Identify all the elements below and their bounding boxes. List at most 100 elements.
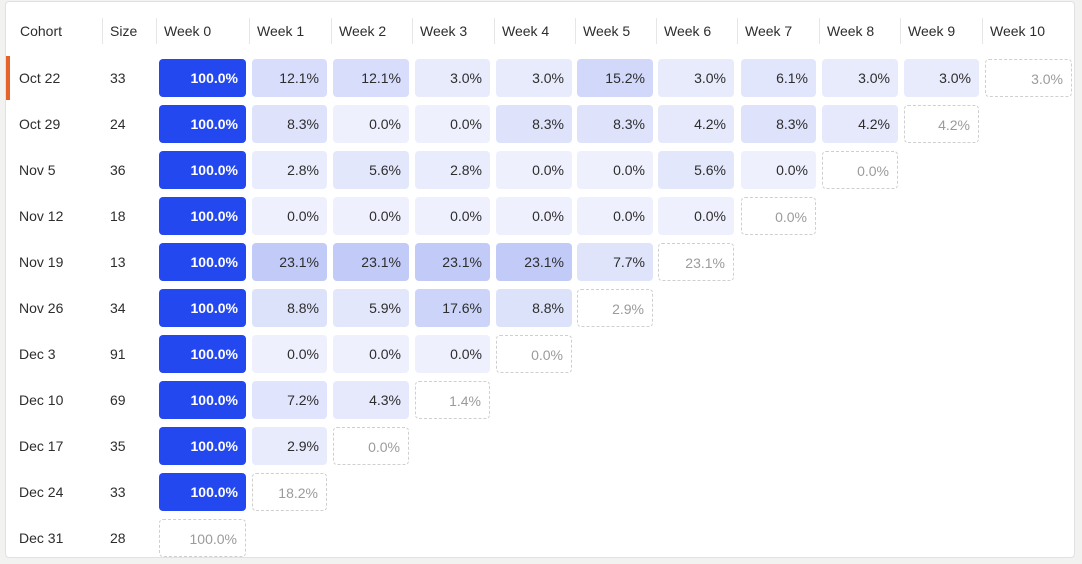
retention-cell-week-7[interactable]: 6.1% <box>741 59 816 97</box>
retention-cell-week-0[interactable]: 100.0% <box>159 427 246 465</box>
table-row[interactable]: Oct 22 33 100.0% 12.1% 12.1% 3.0% 3.0% 15.2% 3.0… <box>6 56 1074 102</box>
retention-cell-week-7[interactable]: 0.0% <box>741 197 816 235</box>
retention-cell-week-0[interactable]: 100.0% <box>159 519 246 557</box>
table-row[interactable]: Oct 29 24 100.0% 8.3% 0.0% 0.0% 8.3% 8.3% 4.2% 8.… <box>6 102 1074 148</box>
table-row[interactable]: Nov 5 36 100.0% 2.8% 5.6% 2.8% 0.0% 0.0% 5.6% 0.0… <box>6 148 1074 194</box>
retention-cell-week-5[interactable]: 7.7% <box>577 243 653 281</box>
cohort-size: 28 <box>110 530 126 546</box>
retention-cell-week-3[interactable]: 2.8% <box>415 151 490 189</box>
cohort-size: 36 <box>110 162 126 178</box>
column-header-week-8[interactable]: Week 8 <box>819 18 900 44</box>
retention-cell-week-9[interactable]: 3.0% <box>904 59 979 97</box>
retention-cell-week-0[interactable]: 100.0% <box>159 105 246 143</box>
cohort-label: Oct 29 <box>19 116 61 132</box>
retention-cell-week-2[interactable]: 12.1% <box>333 59 409 97</box>
table-row[interactable]: Dec 24 33 100.0% 18.2% <box>6 470 1074 516</box>
table-row[interactable]: Dec 31 28 100.0% <box>6 516 1074 557</box>
column-header-week-0[interactable]: Week 0 <box>156 18 249 44</box>
retention-cell-week-4[interactable]: 0.0% <box>496 197 572 235</box>
column-header-week-1[interactable]: Week 1 <box>249 18 331 44</box>
column-header-week-5[interactable]: Week 5 <box>575 18 656 44</box>
retention-cell-week-4[interactable]: 3.0% <box>496 59 572 97</box>
retention-cell-week-5[interactable]: 0.0% <box>577 151 653 189</box>
retention-cell-week-2[interactable]: 0.0% <box>333 427 409 465</box>
retention-cell-week-5[interactable]: 2.9% <box>577 289 653 327</box>
cohort-label: Dec 10 <box>19 392 64 408</box>
retention-cell-week-0[interactable]: 100.0% <box>159 243 246 281</box>
retention-cell-week-1[interactable]: 0.0% <box>252 335 327 373</box>
retention-cell-week-3[interactable]: 0.0% <box>415 335 490 373</box>
retention-cell-week-1[interactable]: 8.3% <box>252 105 327 143</box>
table-row[interactable]: Nov 26 34 100.0% 8.8% 5.9% 17.6% 8.8% 2.9% <box>6 286 1074 332</box>
retention-cell-week-0[interactable]: 100.0% <box>159 335 246 373</box>
table-row[interactable]: Nov 19 13 100.0% 23.1% 23.1% 23.1% 23.1% 7.7% 23… <box>6 240 1074 286</box>
retention-cell-week-5[interactable]: 8.3% <box>577 105 653 143</box>
retention-cell-week-3[interactable]: 0.0% <box>415 197 490 235</box>
retention-cell-week-1[interactable]: 7.2% <box>252 381 327 419</box>
cohort-label: Oct 22 <box>19 70 61 86</box>
retention-cell-week-7[interactable]: 0.0% <box>741 151 816 189</box>
retention-cell-week-6[interactable]: 4.2% <box>658 105 734 143</box>
retention-cell-week-8[interactable]: 4.2% <box>822 105 898 143</box>
retention-cell-week-1[interactable]: 2.9% <box>252 427 327 465</box>
retention-cell-week-1[interactable]: 0.0% <box>252 197 327 235</box>
retention-cell-week-3[interactable]: 23.1% <box>415 243 490 281</box>
retention-cell-week-2[interactable]: 4.3% <box>333 381 409 419</box>
column-header-week-4[interactable]: Week 4 <box>494 18 575 44</box>
retention-cell-week-0[interactable]: 100.0% <box>159 59 246 97</box>
retention-cell-week-4[interactable]: 8.3% <box>496 105 572 143</box>
column-header-cohort[interactable]: Cohort <box>20 23 63 39</box>
column-header-week-6[interactable]: Week 6 <box>656 18 737 44</box>
table-row[interactable]: Dec 10 69 100.0% 7.2% 4.3% 1.4% <box>6 378 1074 424</box>
retention-cell-week-9[interactable]: 4.2% <box>904 105 979 143</box>
retention-cell-week-0[interactable]: 100.0% <box>159 151 246 189</box>
retention-cell-week-4[interactable]: 23.1% <box>496 243 572 281</box>
retention-cell-week-6[interactable]: 3.0% <box>658 59 734 97</box>
retention-cell-week-0[interactable]: 100.0% <box>159 197 246 235</box>
retention-cell-week-4[interactable]: 0.0% <box>496 151 572 189</box>
retention-cell-week-0[interactable]: 100.0% <box>159 381 246 419</box>
retention-cell-week-3[interactable]: 0.0% <box>415 105 490 143</box>
cohort-label: Nov 5 <box>19 162 56 178</box>
retention-cell-week-3[interactable]: 3.0% <box>415 59 490 97</box>
retention-cell-week-1[interactable]: 18.2% <box>252 473 327 511</box>
retention-cell-week-2[interactable]: 0.0% <box>333 105 409 143</box>
retention-cell-week-5[interactable]: 0.0% <box>577 197 653 235</box>
column-header-week-7[interactable]: Week 7 <box>737 18 819 44</box>
retention-cell-week-4[interactable]: 0.0% <box>496 335 572 373</box>
retention-cell-week-3[interactable]: 17.6% <box>415 289 490 327</box>
retention-cell-week-6[interactable]: 5.6% <box>658 151 734 189</box>
table-row[interactable]: Dec 17 35 100.0% 2.9% 0.0% <box>6 424 1074 470</box>
retention-cell-week-2[interactable]: 5.6% <box>333 151 409 189</box>
table-row[interactable]: Nov 12 18 100.0% 0.0% 0.0% 0.0% 0.0% 0.0% 0.0% 0.… <box>6 194 1074 240</box>
column-header-week-9[interactable]: Week 9 <box>900 18 982 44</box>
retention-cell-week-2[interactable]: 0.0% <box>333 335 409 373</box>
retention-cell-week-7[interactable]: 8.3% <box>741 105 816 143</box>
cohort-size: 35 <box>110 438 126 454</box>
retention-cell-week-5[interactable]: 15.2% <box>577 59 653 97</box>
retention-cell-week-4[interactable]: 8.8% <box>496 289 572 327</box>
retention-cell-week-1[interactable]: 23.1% <box>252 243 327 281</box>
retention-cell-week-0[interactable]: 100.0% <box>159 289 246 327</box>
retention-cell-week-1[interactable]: 12.1% <box>252 59 327 97</box>
retention-cell-week-1[interactable]: 2.8% <box>252 151 327 189</box>
retention-cell-week-3[interactable]: 1.4% <box>415 381 490 419</box>
retention-cell-week-6[interactable]: 0.0% <box>658 197 734 235</box>
retention-cell-week-0[interactable]: 100.0% <box>159 473 246 511</box>
retention-cell-week-8[interactable]: 0.0% <box>822 151 898 189</box>
retention-cell-week-8[interactable]: 3.0% <box>822 59 898 97</box>
retention-cell-week-2[interactable]: 23.1% <box>333 243 409 281</box>
retention-cell-week-1[interactable]: 8.8% <box>252 289 327 327</box>
cohort-size: 13 <box>110 254 126 270</box>
column-header-week-2[interactable]: Week 2 <box>331 18 412 44</box>
selected-row-marker <box>6 56 10 100</box>
cohort-label: Dec 3 <box>19 346 56 362</box>
retention-cell-week-10[interactable]: 3.0% <box>985 59 1072 97</box>
column-header-week-3[interactable]: Week 3 <box>412 18 494 44</box>
retention-cell-week-2[interactable]: 5.9% <box>333 289 409 327</box>
retention-cell-week-2[interactable]: 0.0% <box>333 197 409 235</box>
column-header-size[interactable]: Size <box>102 18 156 44</box>
retention-cell-week-6[interactable]: 23.1% <box>658 243 734 281</box>
table-row[interactable]: Dec 3 91 100.0% 0.0% 0.0% 0.0% 0.0% <box>6 332 1074 378</box>
column-header-week-10[interactable]: Week 10 <box>982 18 1072 44</box>
